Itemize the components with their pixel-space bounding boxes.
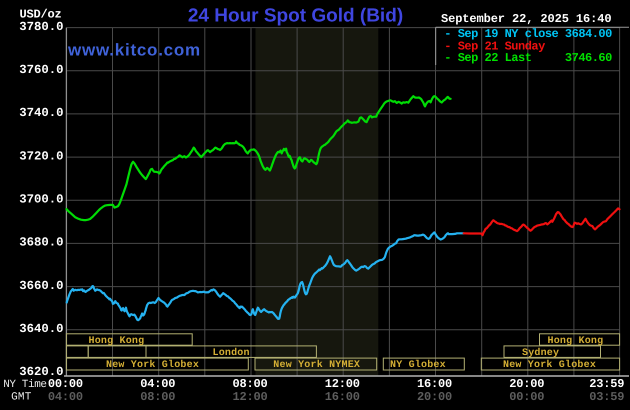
svg-text:Hong Kong: Hong Kong (89, 336, 145, 347)
svg-text:08:00: 08:00 (232, 377, 267, 391)
svg-text:NY Globex: NY Globex (390, 359, 446, 371)
svg-text:3660.0: 3660.0 (19, 279, 63, 293)
svg-text:GMT: GMT (11, 392, 32, 404)
svg-text:3760.0: 3760.0 (19, 63, 63, 77)
svg-text:3720.0: 3720.0 (19, 149, 63, 163)
svg-text:3740.0: 3740.0 (19, 106, 63, 120)
svg-text:Hong Kong: Hong Kong (548, 336, 604, 347)
svg-text:20:00: 20:00 (417, 390, 452, 404)
svg-text:September 22, 2025 16:40: September 22, 2025 16:40 (441, 12, 611, 26)
svg-text:12:00: 12:00 (325, 377, 360, 391)
svg-text:New York Globex: New York Globex (106, 359, 199, 371)
svg-text:Sydney: Sydney (522, 347, 559, 359)
svg-text:23:59: 23:59 (589, 377, 624, 391)
svg-text:04:00: 04:00 (140, 377, 175, 391)
svg-text:- Sep 19 NY close 3684.00: - Sep 19 NY close 3684.00 (444, 27, 612, 41)
svg-text:00:00: 00:00 (509, 390, 544, 404)
svg-text:- Sep 21 Sunday: - Sep 21 Sunday (444, 39, 545, 53)
svg-text:3620.0: 3620.0 (19, 365, 63, 379)
svg-text:16:00: 16:00 (325, 390, 360, 404)
svg-text:New York Globex: New York Globex (503, 359, 596, 371)
svg-text:3640.0: 3640.0 (19, 322, 63, 336)
svg-text:12:00: 12:00 (232, 390, 267, 404)
svg-text:03:59: 03:59 (589, 390, 624, 404)
svg-text:NY Time: NY Time (3, 379, 46, 391)
svg-text:www.kitco.com: www.kitco.com (67, 41, 201, 60)
svg-text:3700.0: 3700.0 (19, 193, 63, 207)
svg-text:New York NYMEX: New York NYMEX (273, 359, 360, 371)
svg-text:24 Hour Spot Gold (Bid): 24 Hour Spot Gold (Bid) (188, 5, 403, 26)
svg-text:04:00: 04:00 (48, 390, 83, 404)
svg-text:- Sep 22 Last 3746.60: - Sep 22 Last 3746.60 (444, 51, 612, 65)
svg-text:00:00: 00:00 (48, 377, 83, 391)
svg-text:16:00: 16:00 (417, 377, 452, 391)
svg-text:08:00: 08:00 (140, 390, 175, 404)
svg-text:3680.0: 3680.0 (19, 236, 63, 250)
svg-text:London: London (213, 347, 250, 359)
svg-text:3780.0: 3780.0 (19, 20, 63, 34)
svg-text:USD/oz: USD/oz (20, 8, 62, 22)
svg-text:20:00: 20:00 (509, 377, 544, 391)
